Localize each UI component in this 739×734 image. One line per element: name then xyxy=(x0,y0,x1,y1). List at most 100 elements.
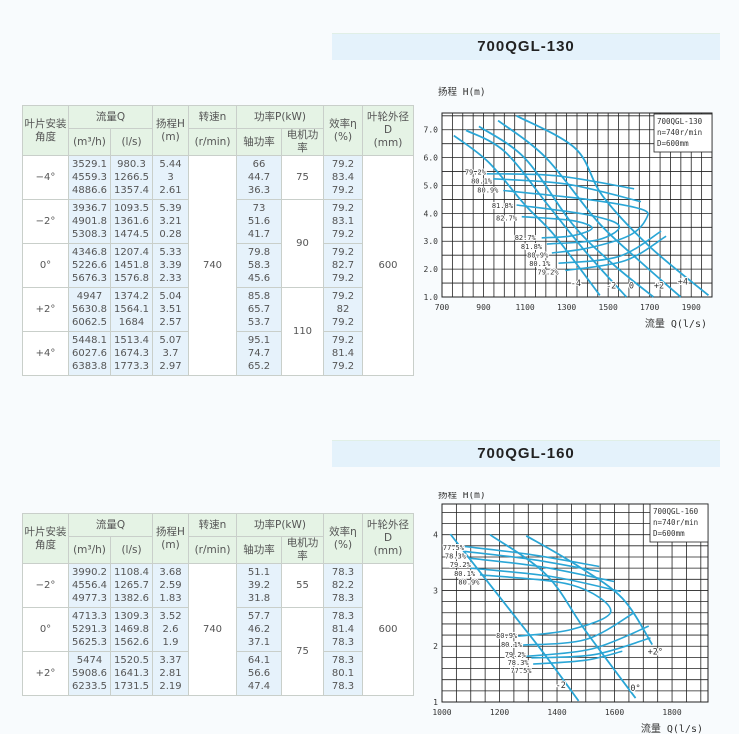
head-curve xyxy=(489,533,637,699)
angle-cell: +2° xyxy=(22,651,69,696)
efficiency-label: 80.1% xyxy=(501,641,523,649)
header-eff-unit: (%) xyxy=(333,538,353,551)
efficiency-value: 78.3 xyxy=(331,637,355,648)
flow-ls-value: 1361.6 xyxy=(114,216,149,227)
y-tick-label: 3 xyxy=(433,586,438,595)
y-tick-label: 2.0 xyxy=(424,265,439,274)
head-value: 2.61 xyxy=(159,185,182,196)
legend-box xyxy=(649,503,709,543)
flow-ls-cell: 1520.5 1641.3 1731.5 xyxy=(110,651,153,696)
angle-cell: +4° xyxy=(22,331,69,376)
flow-ls-value: 1520.5 xyxy=(114,655,149,666)
efficiency-label: 81.8% xyxy=(492,202,514,210)
efficiency-label: 81.8% xyxy=(521,243,543,251)
y-tick-label: 4 xyxy=(433,531,438,540)
table-row-group: 0° 4713.3 5291.3 5625.3 1309.3 1469.8 1562.6 3.… xyxy=(22,607,414,696)
head-cell: 3.68 2.59 1.83 xyxy=(152,563,189,608)
head-value: 0.28 xyxy=(159,229,182,240)
x-tick-label: 900 xyxy=(476,303,491,312)
header-power: 功率P(kW) xyxy=(236,105,324,129)
spec-table-700qgl-130: 叶片安装角度 流量Q 扬程H (m) 转速n 功率P(kW) 效率η (%) 叶轮外径D (mm)… xyxy=(22,105,414,376)
legend-box xyxy=(653,113,713,153)
efficiency-curve xyxy=(464,550,600,573)
efficiency-curve xyxy=(531,637,651,659)
flow-ls-value: 1773.3 xyxy=(114,361,149,372)
flow-m3h-value: 5908.6 xyxy=(72,668,107,679)
flow-m3h-cell: 3936.7 4901.8 5308.3 xyxy=(68,199,111,244)
shaft-power-value: 45.6 xyxy=(247,273,271,284)
flow-m3h-value: 5226.6 xyxy=(72,260,107,271)
flow-ls-value: 1469.8 xyxy=(114,624,149,635)
head-value: 5.33 xyxy=(159,247,182,258)
x-tick-label: 1500 xyxy=(599,303,618,312)
y-tick-label: 2 xyxy=(433,642,438,651)
flow-ls-value: 1513.4 xyxy=(114,335,149,346)
head-value: 3.21 xyxy=(159,216,182,227)
flow-m3h-cell: 3990.2 4556.4 4977.3 xyxy=(68,563,111,608)
shaft-power-value: 73 xyxy=(252,203,266,214)
efficiency-label: 80.9% xyxy=(496,632,518,640)
header-head-label: 扬程H xyxy=(156,117,185,130)
flow-m3h-value: 4947 xyxy=(76,291,103,302)
x-tick-label: 1100 xyxy=(515,303,534,312)
blade-angle-label: 0 xyxy=(629,282,634,292)
head-value: 3.7 xyxy=(162,348,179,359)
flow-m3h-value: 5308.3 xyxy=(72,229,107,240)
shaft-power-value: 31.8 xyxy=(247,593,271,604)
shaft-power-value: 66 xyxy=(252,159,266,170)
flow-m3h-cell: 3529.1 4559.3 4886.6 xyxy=(68,155,111,200)
head-curve xyxy=(497,119,682,298)
blade-angle-label: -4 xyxy=(571,279,581,289)
head-value: 3.52 xyxy=(159,611,182,622)
flow-ls-cell: 1309.3 1469.8 1562.6 xyxy=(110,607,153,652)
efficiency-label: 79.2% xyxy=(465,169,487,177)
head-cell: 5.39 3.21 0.28 xyxy=(152,199,189,244)
shaft-power-cell: 95.1 74.7 65.2 xyxy=(236,331,282,376)
flow-m3h-cell: 4713.3 5291.3 5625.3 xyxy=(68,607,111,652)
head-value: 5.39 xyxy=(159,203,182,214)
shaft-power-value: 46.2 xyxy=(247,624,271,635)
flow-ls-cell: 1207.4 1451.8 1576.8 xyxy=(110,243,153,288)
y-tick-label: 6.0 xyxy=(424,154,439,163)
flow-m3h-value: 6062.5 xyxy=(72,317,107,328)
header-head-label: 扬程H xyxy=(156,525,185,538)
efficiency-cell: 79.2 83.1 79.2 xyxy=(323,199,363,244)
header-flow-ls: (l/s) xyxy=(110,536,153,564)
shaft-power-value: 51.1 xyxy=(247,567,271,578)
head-value: 1.83 xyxy=(159,593,182,604)
x-tick-label: 1000 xyxy=(432,708,451,717)
shaft-power-value: 65.7 xyxy=(247,304,271,315)
efficiency-value: 78.3 xyxy=(331,681,355,692)
flow-m3h-value: 5676.3 xyxy=(72,273,107,284)
efficiency-value: 78.3 xyxy=(331,611,355,622)
angle-cell: −4° xyxy=(22,155,69,200)
flow-ls-cell: 1374.2 1564.1 1684 xyxy=(110,287,153,332)
head-value: 1.9 xyxy=(162,637,179,648)
shaft-power-value: 58.3 xyxy=(247,260,271,271)
legend-text: n=740r/min xyxy=(657,128,702,137)
shaft-power-value: 37.1 xyxy=(247,637,271,648)
head-curve xyxy=(453,134,601,296)
header-shaft-power: 轴功率 xyxy=(236,128,282,156)
header-impeller: 叶轮外径D (mm) xyxy=(362,513,414,564)
angle-cell: +2° xyxy=(22,287,69,332)
shaft-power-value: 57.7 xyxy=(247,611,271,622)
efficiency-value: 79.2 xyxy=(331,203,355,214)
efficiency-label: 80.1% xyxy=(471,178,493,186)
flow-ls-cell: 1093.5 1361.6 1474.5 xyxy=(110,199,153,244)
header-motor-power: 电机功率 xyxy=(281,128,324,156)
x-axis-label: 流量 Q(l/s) xyxy=(645,317,707,330)
head-value: 2.33 xyxy=(159,273,182,284)
table-row-group: +2° 4947 5630.8 6062.5 1374.2 1564.1 1684 5.04 3… xyxy=(22,287,414,376)
head-value: 5.04 xyxy=(159,291,182,302)
head-cell: 3.37 2.81 2.19 xyxy=(152,651,189,696)
flow-ls-value: 1207.4 xyxy=(114,247,149,258)
table-row-group: +2° 5474 5908.6 6233.5 1520.5 1641.3 1731.5 3.3… xyxy=(22,651,414,696)
efficiency-label: 79.2% xyxy=(505,651,527,659)
model-title-2: 700QGL-160 xyxy=(332,440,720,467)
flow-m3h-cell: 4346.8 5226.6 5676.3 xyxy=(68,243,111,288)
shaft-power-cell: 57.7 46.2 37.1 xyxy=(236,607,282,652)
header-head: 扬程H (m) xyxy=(152,513,189,564)
header-speed-unit: (r/min) xyxy=(188,536,237,564)
speed-cell: 740 xyxy=(188,155,237,376)
